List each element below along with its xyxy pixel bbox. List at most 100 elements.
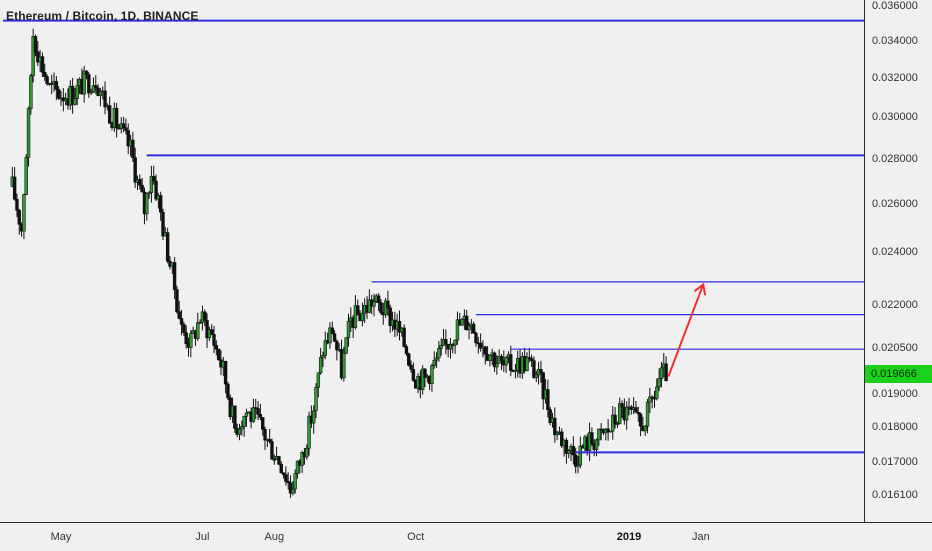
candle-body (293, 473, 297, 490)
candle-body (430, 365, 434, 384)
candle-body (267, 439, 272, 442)
candle-body (335, 341, 339, 351)
candle-body (474, 332, 478, 344)
y-tick-label: 0.016100 (872, 489, 918, 501)
candle-body (240, 426, 244, 430)
candle-body (499, 356, 504, 361)
candle-body (532, 360, 536, 378)
candle-body (152, 176, 156, 182)
y-tick-label: 0.034000 (872, 34, 918, 47)
projection-arrow-head (693, 282, 707, 296)
candle-body (471, 323, 476, 334)
candle-body (546, 389, 550, 411)
candle-body (149, 176, 154, 193)
candle-body (284, 474, 288, 482)
candle-body (251, 407, 256, 422)
candle-body (133, 157, 137, 183)
candle-body (126, 130, 130, 147)
candle-body (15, 198, 19, 211)
candle-body (73, 98, 77, 105)
candle-body (147, 192, 151, 194)
candle-body (659, 367, 664, 379)
candle-body (107, 105, 112, 124)
candle-body (209, 329, 214, 335)
candle-body (43, 72, 47, 77)
candle-body (314, 386, 318, 412)
y-tick-label: 0.022000 (872, 299, 918, 312)
candle-body (26, 108, 31, 158)
candle-body (29, 75, 33, 110)
candle-body (172, 262, 177, 290)
price-scale[interactable] (864, 0, 932, 522)
candle-body (175, 289, 179, 312)
candle-body (312, 410, 316, 424)
candle-body (615, 423, 620, 425)
candle-body (237, 428, 242, 435)
candle-body (360, 312, 365, 322)
candle-body (87, 74, 91, 94)
candle-body (40, 56, 45, 73)
candle-body (652, 397, 657, 400)
candle-body (492, 352, 497, 368)
candle-body (316, 372, 321, 388)
candle-body (539, 369, 543, 373)
candle-body (254, 407, 258, 409)
candle-body (404, 346, 409, 355)
candle-body (576, 464, 580, 467)
candle-body (300, 452, 304, 466)
candle-body (140, 184, 144, 193)
candle-body (216, 348, 221, 361)
candle-body (307, 415, 311, 449)
candle-body (460, 318, 464, 326)
candle-body (407, 353, 411, 366)
candle-body (594, 439, 599, 450)
candle-body (578, 445, 583, 466)
candle-body (504, 357, 508, 366)
candle-body (573, 454, 578, 467)
candle-body (488, 355, 492, 361)
candle-body (483, 346, 487, 355)
candle-body (478, 342, 483, 349)
x-tick-label: Jul (195, 531, 210, 543)
candle-body (608, 430, 613, 433)
candle-body (98, 91, 103, 96)
candle-body (590, 432, 594, 445)
candle-body (131, 139, 135, 158)
candle-body (279, 463, 283, 474)
candle-body (388, 307, 392, 327)
candle-body (597, 428, 601, 441)
candle-body (553, 417, 557, 436)
candle-body (567, 450, 571, 454)
candle-body (560, 431, 564, 447)
candle-body (606, 428, 610, 432)
candle-body (263, 429, 267, 441)
candle-body (31, 36, 35, 77)
candle-body (138, 179, 142, 186)
candle-body (548, 409, 552, 424)
candle-body (643, 425, 647, 432)
time-scale[interactable] (0, 522, 932, 551)
candle-body (620, 403, 624, 408)
candle-body (420, 368, 425, 390)
candle-body (376, 295, 381, 304)
candle-body (332, 333, 337, 342)
candle-body (423, 368, 427, 378)
candle-body (56, 89, 61, 99)
projection-arrow (667, 284, 705, 377)
candle-body (346, 320, 351, 339)
candle-body (638, 413, 643, 427)
candle-body (212, 334, 216, 346)
candle-body (260, 417, 265, 430)
candle-body (527, 357, 532, 359)
candle-body (448, 344, 453, 350)
candle-body (17, 209, 21, 225)
x-tick-label: Aug (264, 531, 285, 543)
candle-body (158, 195, 163, 213)
candle-body (22, 194, 26, 232)
candle-body (618, 403, 622, 424)
candle-body (288, 482, 293, 494)
candle-body (277, 456, 281, 465)
y-tick-label: 0.018000 (872, 421, 918, 434)
candle-body (182, 324, 186, 333)
